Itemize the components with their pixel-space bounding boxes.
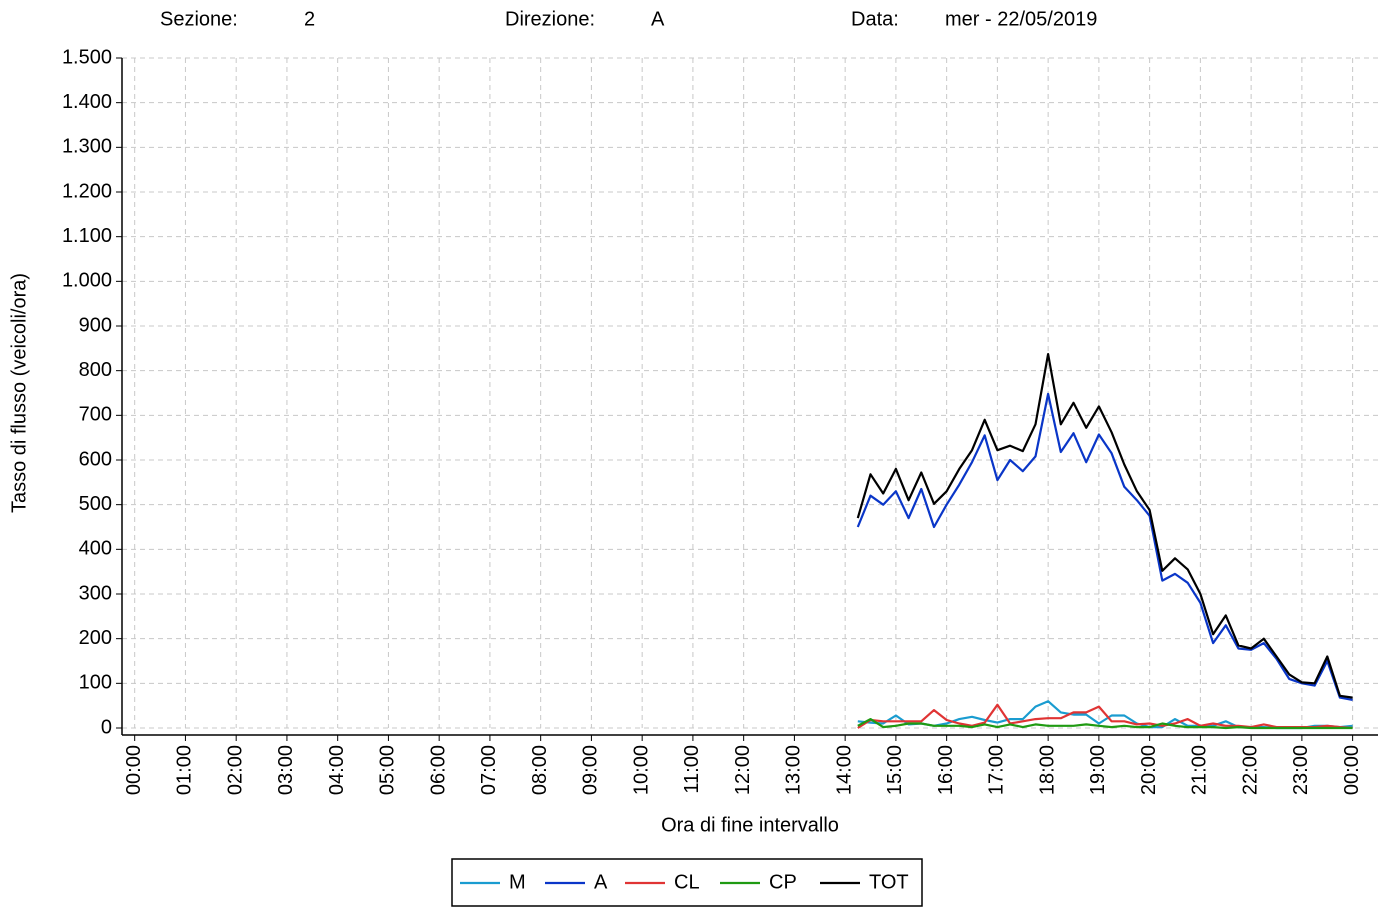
y-tick-label: 900 — [79, 314, 112, 336]
header-value: mer - 22/05/2019 — [945, 8, 1097, 30]
x-tick-label: 09:00 — [580, 745, 602, 795]
series-line — [857, 718, 1353, 730]
header-value: A — [651, 8, 665, 30]
y-tick-label: 1.100 — [62, 225, 112, 247]
y-tick-label: 0 — [101, 716, 112, 738]
x-tick-label: 18:00 — [1036, 745, 1058, 795]
x-tick-label: 06:00 — [427, 745, 449, 795]
header-label: Sezione: — [160, 8, 238, 30]
x-axis-label: Ora di fine intervallo — [661, 814, 839, 836]
legend-label: TOT — [869, 871, 909, 893]
x-tick-label: 05:00 — [377, 745, 399, 795]
x-tick-label: 10:00 — [630, 745, 652, 795]
y-tick-label: 1.400 — [62, 91, 112, 113]
y-tick-label: 200 — [79, 627, 112, 649]
y-tick-label: 400 — [79, 538, 112, 560]
y-tick-label: 600 — [79, 448, 112, 470]
series-line — [856, 353, 1353, 699]
x-tick-label: 11:00 — [681, 745, 703, 794]
x-tick-label: 04:00 — [326, 745, 348, 795]
legend-label: A — [594, 871, 608, 893]
y-tick-label: 500 — [79, 493, 112, 515]
x-tick-label: 01:00 — [174, 745, 196, 795]
x-tick-label: 22:00 — [1239, 745, 1261, 795]
y-tick-label: 1.300 — [62, 136, 112, 158]
y-tick-label: 100 — [79, 672, 112, 694]
legend-label: CP — [769, 871, 797, 893]
x-tick-label: 15:00 — [884, 745, 906, 795]
series-line — [857, 703, 1353, 730]
header-value: 2 — [304, 8, 315, 30]
x-tick-label: 07:00 — [478, 745, 500, 795]
x-tick-label: 17:00 — [986, 745, 1008, 795]
x-tick-label: 19:00 — [1087, 745, 1109, 795]
y-tick-label: 300 — [79, 582, 112, 604]
legend-label: CL — [674, 871, 700, 893]
y-axis-label: Tasso di flusso (veicoli/ora) — [8, 273, 30, 513]
x-tick-label: 00:00 — [1341, 745, 1363, 795]
x-tick-label: 02:00 — [224, 745, 246, 795]
x-tick-label: 14:00 — [833, 745, 855, 795]
x-tick-label: 08:00 — [529, 745, 551, 795]
x-tick-label: 13:00 — [783, 745, 805, 795]
y-tick-label: 1.000 — [62, 270, 112, 292]
y-tick-label: 1.200 — [62, 180, 112, 202]
x-tick-label: 12:00 — [732, 745, 754, 795]
x-tick-label: 23:00 — [1290, 745, 1312, 795]
series-line — [856, 392, 1353, 701]
y-tick-label: 700 — [79, 404, 112, 426]
header-label: Data: — [851, 8, 899, 30]
header-label: Direzione: — [505, 8, 595, 30]
x-tick-label: 16:00 — [935, 745, 957, 795]
y-tick-label: 800 — [79, 359, 112, 381]
legend-label: M — [509, 871, 526, 893]
y-tick-label: 1.500 — [62, 46, 112, 68]
x-tick-label: 20:00 — [1138, 745, 1160, 795]
x-tick-label: 00:00 — [123, 745, 145, 795]
x-tick-label: 03:00 — [275, 745, 297, 795]
x-tick-label: 21:00 — [1189, 745, 1211, 795]
